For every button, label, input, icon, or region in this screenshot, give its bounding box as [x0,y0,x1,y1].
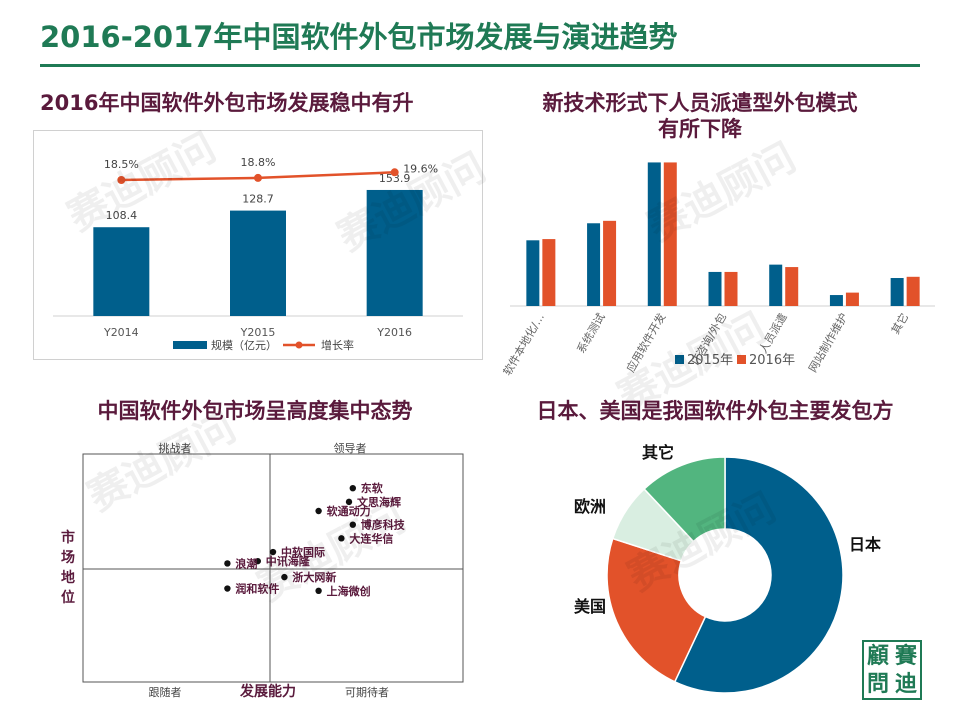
x-tick-label: 软件本地化/… [500,311,547,378]
bar-data-label: 108.4 [106,209,138,222]
company-label: 中软国际 [281,545,325,559]
legend-label: 规模（亿元） [211,338,277,352]
company-point [224,585,231,592]
bar [845,292,859,306]
bar [230,210,286,316]
growth-data-label: 18.8% [241,156,276,169]
company-label: 软通动力 [327,504,371,518]
growth-point [117,176,126,184]
tech-form-title-line1: 新技术形式下人员派遣型外包模式 [542,91,858,115]
bar [769,264,783,306]
legend-swatch-marker [295,341,303,349]
market-size-chart: 108.4 Y2014 128.7 Y2015 153.9 Y2016 18.5% 18.8%… [33,130,483,360]
company-label: 中讯海隆 [266,554,311,568]
growth-point [254,173,262,182]
company-point [281,573,288,581]
company-label: 博彦科技 [361,518,406,532]
pie-label: 日本 [849,535,881,554]
x-tick-label: 系统测试 [574,311,607,356]
company-point [345,498,353,506]
company-label: 浙大网新 [292,570,336,584]
logo-char: 問 [866,671,889,697]
bar [542,239,556,306]
x-tick-label: 其它 [888,311,911,337]
growth-point [390,168,399,177]
tech-form-title-line2: 有所下降 [658,117,742,141]
bar-data-label: 128.7 [242,193,274,206]
tech-form-title: 新技术形式下人员派遣型外包模式 有所下降 [490,90,910,142]
company-point [349,485,356,492]
bar [785,267,799,306]
x-tick-label: Y2015 [240,326,276,339]
company-label: 大连华信 [349,531,393,545]
page-title: 2016-2017年中国软件外包市场发展与演进趋势 [40,20,678,54]
y-axis-label: 市 [61,529,75,546]
company-point [349,521,356,528]
x-tick-label: Y2014 [103,326,139,339]
legend-swatch [737,355,746,364]
company-point [315,507,322,515]
quadrant-label-follower: 跟随者 [149,685,182,699]
company-point [269,548,277,556]
logo-char: 賽 [894,643,917,669]
company-label: 文思海辉 [357,495,401,509]
origin-title: 日本、美国是我国软件外包主要发包方 [536,399,894,423]
quadrant-frame [82,453,464,683]
pie-label: 其它 [642,443,674,462]
quadrant-label-promising: 可期待者 [345,685,389,699]
bar [603,220,617,306]
company-point [315,587,322,594]
pie-slice [673,456,844,694]
y-axis-label: 场 [61,550,75,566]
bar [906,276,920,306]
company-point [224,560,231,567]
x-axis-label: 发展能力 [239,683,296,700]
bar-data-label: 153.9 [379,172,411,185]
bar [724,271,738,306]
quadrant-label-challenger: 挑战者 [159,441,192,455]
bar [526,240,540,306]
pie-label: 美国 [574,597,606,616]
pie-label: 欧洲 [574,497,606,516]
company-point [338,535,345,542]
bar [663,162,677,306]
growth-data-label: 18.5% [104,158,139,171]
growth-data-label: 19.6% [403,162,438,175]
legend-label: 增长率 [321,338,354,352]
logo-char: 顧 [866,643,889,669]
x-tick-label: 网站制作维护 [805,311,850,375]
bar [890,278,904,306]
bar [587,223,601,306]
pie-slice [606,537,707,683]
pie-slice [643,456,726,543]
company-label: 润和软件 [235,582,279,596]
legend-label: 2016年 [749,353,795,368]
x-tick-label: Y2016 [376,326,412,339]
y-axis-label: 位 [61,589,75,606]
legend-label: 2015年 [687,353,733,368]
quadrant-label-leader: 领导者 [334,442,367,455]
company-point [254,557,261,565]
market-size-title: 2016年中国软件外包市场发展稳中有升 [40,91,414,115]
company-label: 东软 [361,481,384,495]
logo-char: 迪 [894,671,917,697]
legend-swatch-bar [173,341,207,349]
title-divider [40,64,920,67]
company-label: 上海微创 [327,584,371,598]
bar [93,227,150,316]
concentration-title: 中国软件外包市场呈高度集中态势 [97,399,413,423]
ccid-logo: 顧 賽 問 迪 [862,640,922,700]
legend-swatch [675,355,684,364]
company-label: 浪潮 [235,556,257,570]
bar [647,162,661,306]
y-axis-label: 地 [61,569,75,586]
tech-form-chart: 软件本地化/… 系统测试 应用软件开发 IT咨询/外包 人员派遣 网站制作维护 其它2015… [500,162,935,378]
bar [708,271,722,306]
bar [366,189,423,316]
bar [829,295,843,306]
